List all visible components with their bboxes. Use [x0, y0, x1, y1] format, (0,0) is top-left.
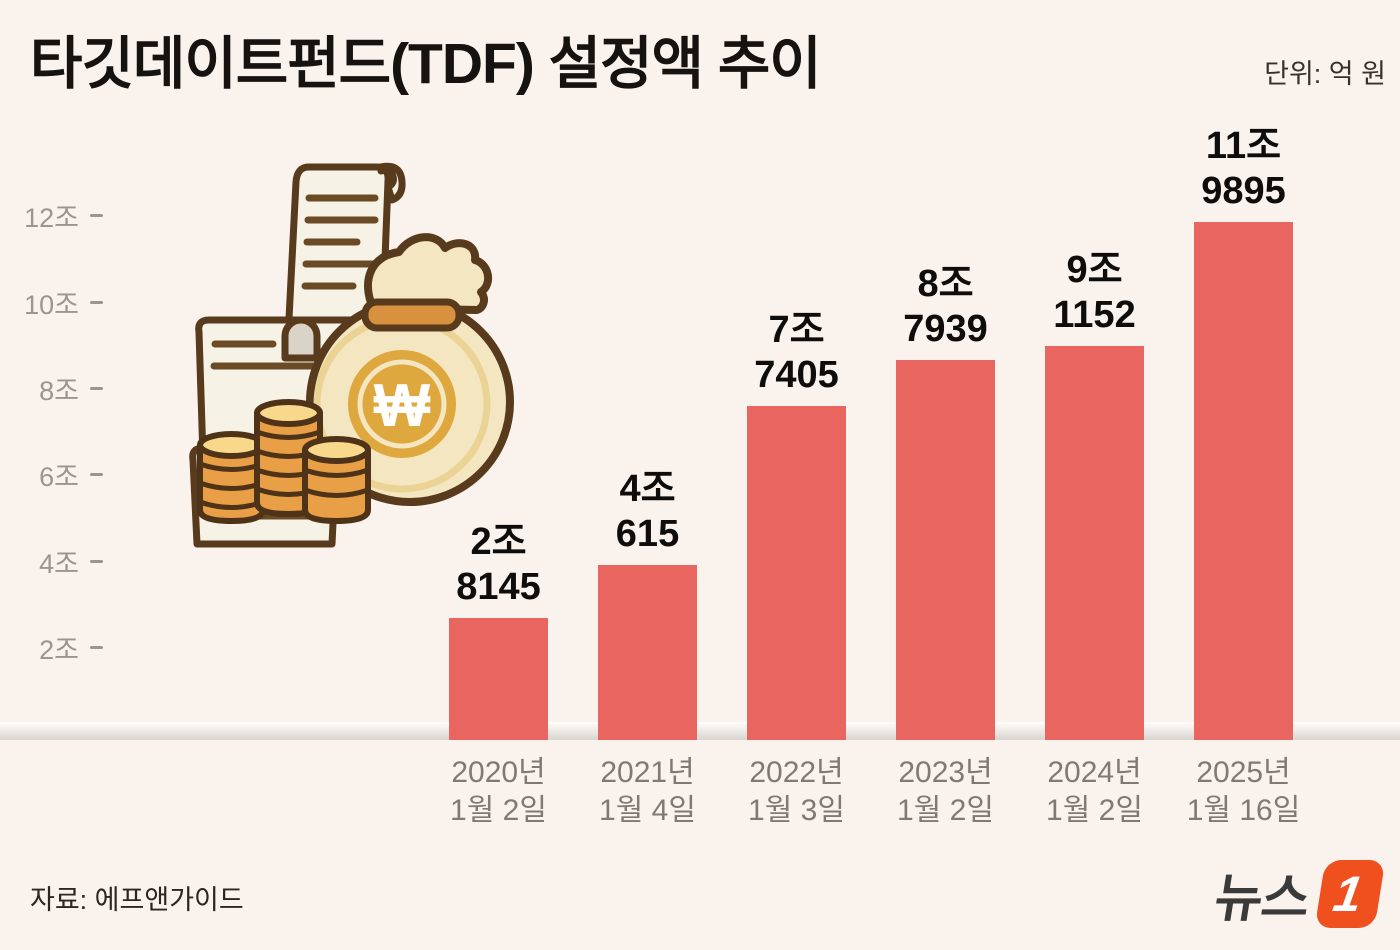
y-axis-tick: 10조: [0, 287, 103, 320]
bar: [896, 360, 995, 740]
won-symbol: ₩: [374, 372, 431, 439]
bar-value-label: 4조 615: [615, 468, 680, 555]
bar: [449, 618, 548, 740]
y-axis-tick-mark: [90, 473, 103, 477]
chart-baseline-strip: [0, 722, 1400, 740]
y-axis-tick-mark: [90, 646, 103, 650]
bag-tie-band: [361, 298, 463, 332]
money-illustration: ₩: [189, 162, 514, 548]
news1-logo-number: 1: [1329, 865, 1367, 922]
x-axis-label: 2022년 1월 3일: [748, 756, 845, 827]
bar-value-label: 2조 8145: [456, 521, 541, 608]
news1-logo: 뉴스 1: [1211, 856, 1386, 931]
y-axis-tick: 12조: [0, 201, 103, 233]
y-axis-tick-mark: [90, 214, 103, 218]
y-axis-tick-label: 6조: [39, 462, 79, 493]
source-credit: 자료: 에프앤가이드: [30, 885, 244, 915]
y-axis-tick-label: 10조: [24, 289, 79, 320]
y-axis-tick-label: 2조: [39, 635, 79, 666]
x-axis-label: 2025년 1월 16일: [1186, 756, 1301, 827]
x-axis-label: 2023년 1월 2일: [897, 756, 994, 827]
y-axis-tick-mark: [90, 559, 103, 563]
bar-value-label: 7조 7405: [754, 309, 839, 396]
bar-value-label: 9조 1152: [1053, 249, 1136, 336]
receipt-top-icon: [284, 162, 406, 342]
bar-value-label: 11조 9895: [1201, 125, 1286, 212]
coin-stacks-icon: [197, 399, 371, 524]
y-axis-tick-label: 8조: [39, 375, 79, 406]
y-axis-tick-label: 12조: [24, 203, 79, 234]
bar: [1194, 222, 1293, 740]
y-axis-tick: 8조: [0, 373, 103, 406]
y-axis-tick-label: 4조: [39, 548, 79, 579]
x-axis-label: 2020년 1월 2일: [450, 756, 547, 827]
bag-knot: [364, 233, 493, 314]
unit-label: 단위: 억 원: [1264, 59, 1386, 89]
y-axis-tick-mark: [90, 300, 103, 304]
money-bag-icon: ₩: [306, 233, 514, 506]
bar: [747, 406, 846, 740]
x-axis-label: 2024년 1월 2일: [1046, 756, 1143, 827]
bar: [598, 565, 697, 740]
y-axis-tick: 6조: [0, 460, 103, 492]
y-axis-tick: 4조: [0, 546, 103, 579]
news1-logo-text: 뉴스: [1210, 870, 1314, 928]
bar: [1045, 346, 1144, 740]
x-axis-label: 2021년 1월 4일: [599, 756, 696, 827]
page-title: 타깃데이트펀드(TDF) 설정액 추이: [30, 32, 822, 96]
y-axis-tick: 2조: [0, 633, 103, 665]
y-axis-tick-mark: [90, 386, 103, 390]
bar-value-label: 8조 7939: [903, 263, 988, 350]
logo-box: 1: [1314, 859, 1386, 928]
